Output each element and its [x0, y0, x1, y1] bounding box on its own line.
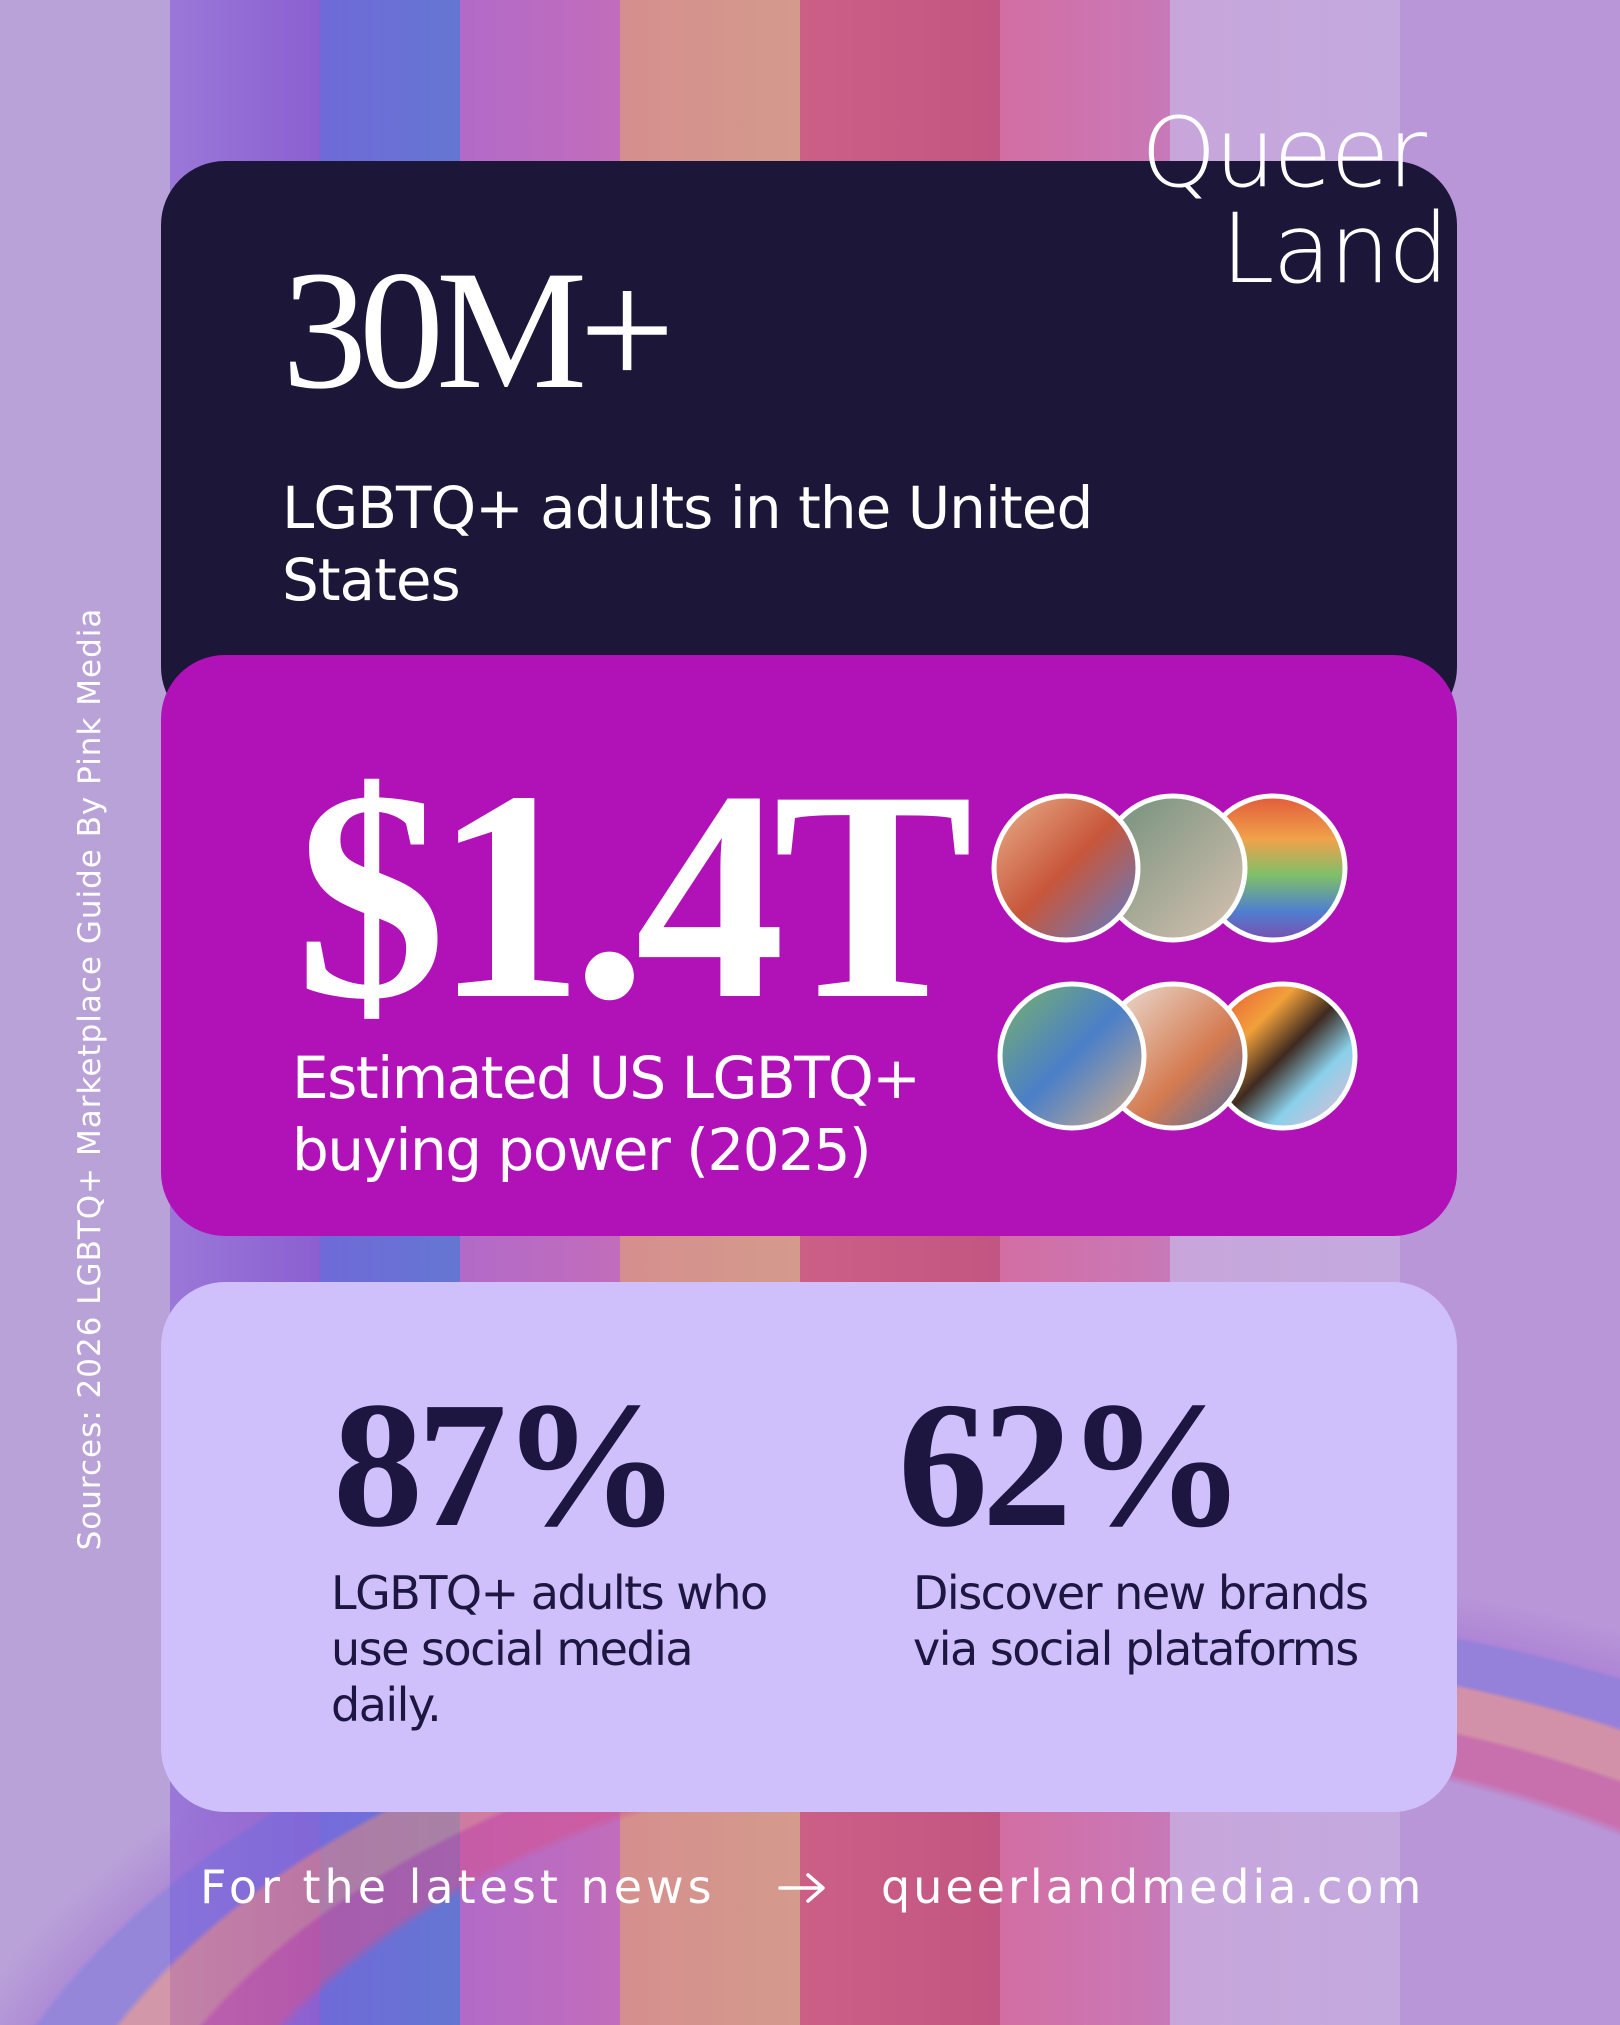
stat-label: Discover new brands via social plataform…	[913, 1566, 1369, 1676]
stat-card-magenta	[161, 655, 1457, 1236]
photo	[997, 981, 1147, 1131]
footer-link[interactable]: queerlandmedia.com	[881, 1860, 1425, 1914]
logo: Queer Land	[1141, 97, 1449, 305]
stat-card-lavender	[161, 1282, 1457, 1812]
stat-value: 62%	[898, 1365, 1246, 1564]
photo-collage	[991, 793, 1358, 1131]
stat-label: Estimated US LGBTQ+ buying power (2025)	[292, 1044, 921, 1184]
stat-label: LGBTQ+ adults who use social media daily…	[331, 1566, 768, 1732]
stat-value: 30M+	[282, 236, 675, 424]
footer-text: For the latest news	[200, 1860, 716, 1914]
stat-value: 87%	[333, 1365, 681, 1564]
source-note: Sources: 2026 LGBTQ+ Marketplace Guide B…	[72, 607, 108, 1551]
stat-label: LGBTQ+ adults in the United States	[282, 474, 1093, 614]
arrow-icon	[778, 1873, 825, 1903]
photo	[991, 793, 1141, 943]
logo-line: Land	[1221, 193, 1449, 305]
logo-line: Queer	[1141, 97, 1427, 209]
stat-value: $1.4T	[296, 729, 973, 1061]
stat-card-dark	[161, 161, 1457, 731]
